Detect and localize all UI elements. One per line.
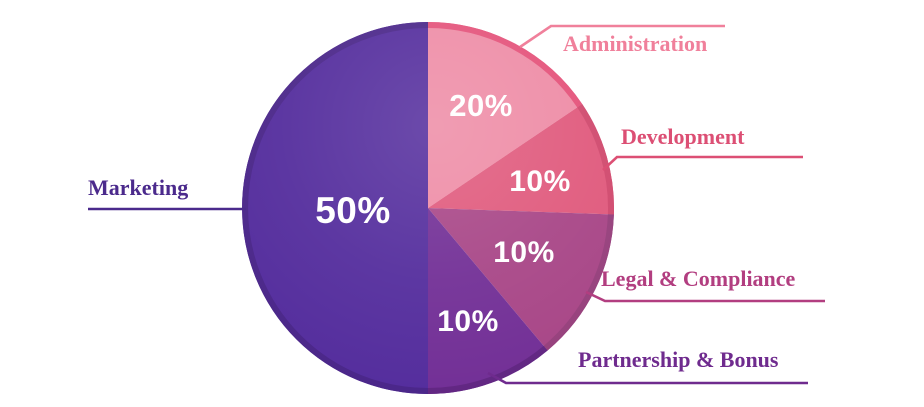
slice-label-legal-compliance: Legal & Compliance [601,266,796,291]
slice-value-partnership-bonus: 10% [437,305,499,338]
pie-gloss-highlight [242,22,614,394]
slice-value-marketing: 50% [315,190,391,231]
callout-line-administration [519,24,725,49]
slice-label-marketing: Marketing [88,175,189,200]
callout-line-legal-compliance [585,290,825,303]
slice-value-legal-compliance: 10% [493,236,555,269]
callout-line-partnership-bonus [487,371,808,385]
callout-line-development [602,155,803,171]
slice-value-administration: 20% [449,88,513,123]
slice-label-administration: Administration [563,31,708,56]
slice-value-development: 10% [509,165,571,198]
slice-label-development: Development [621,124,745,149]
slice-label-partnership-bonus: Partnership & Bonus [578,347,779,372]
